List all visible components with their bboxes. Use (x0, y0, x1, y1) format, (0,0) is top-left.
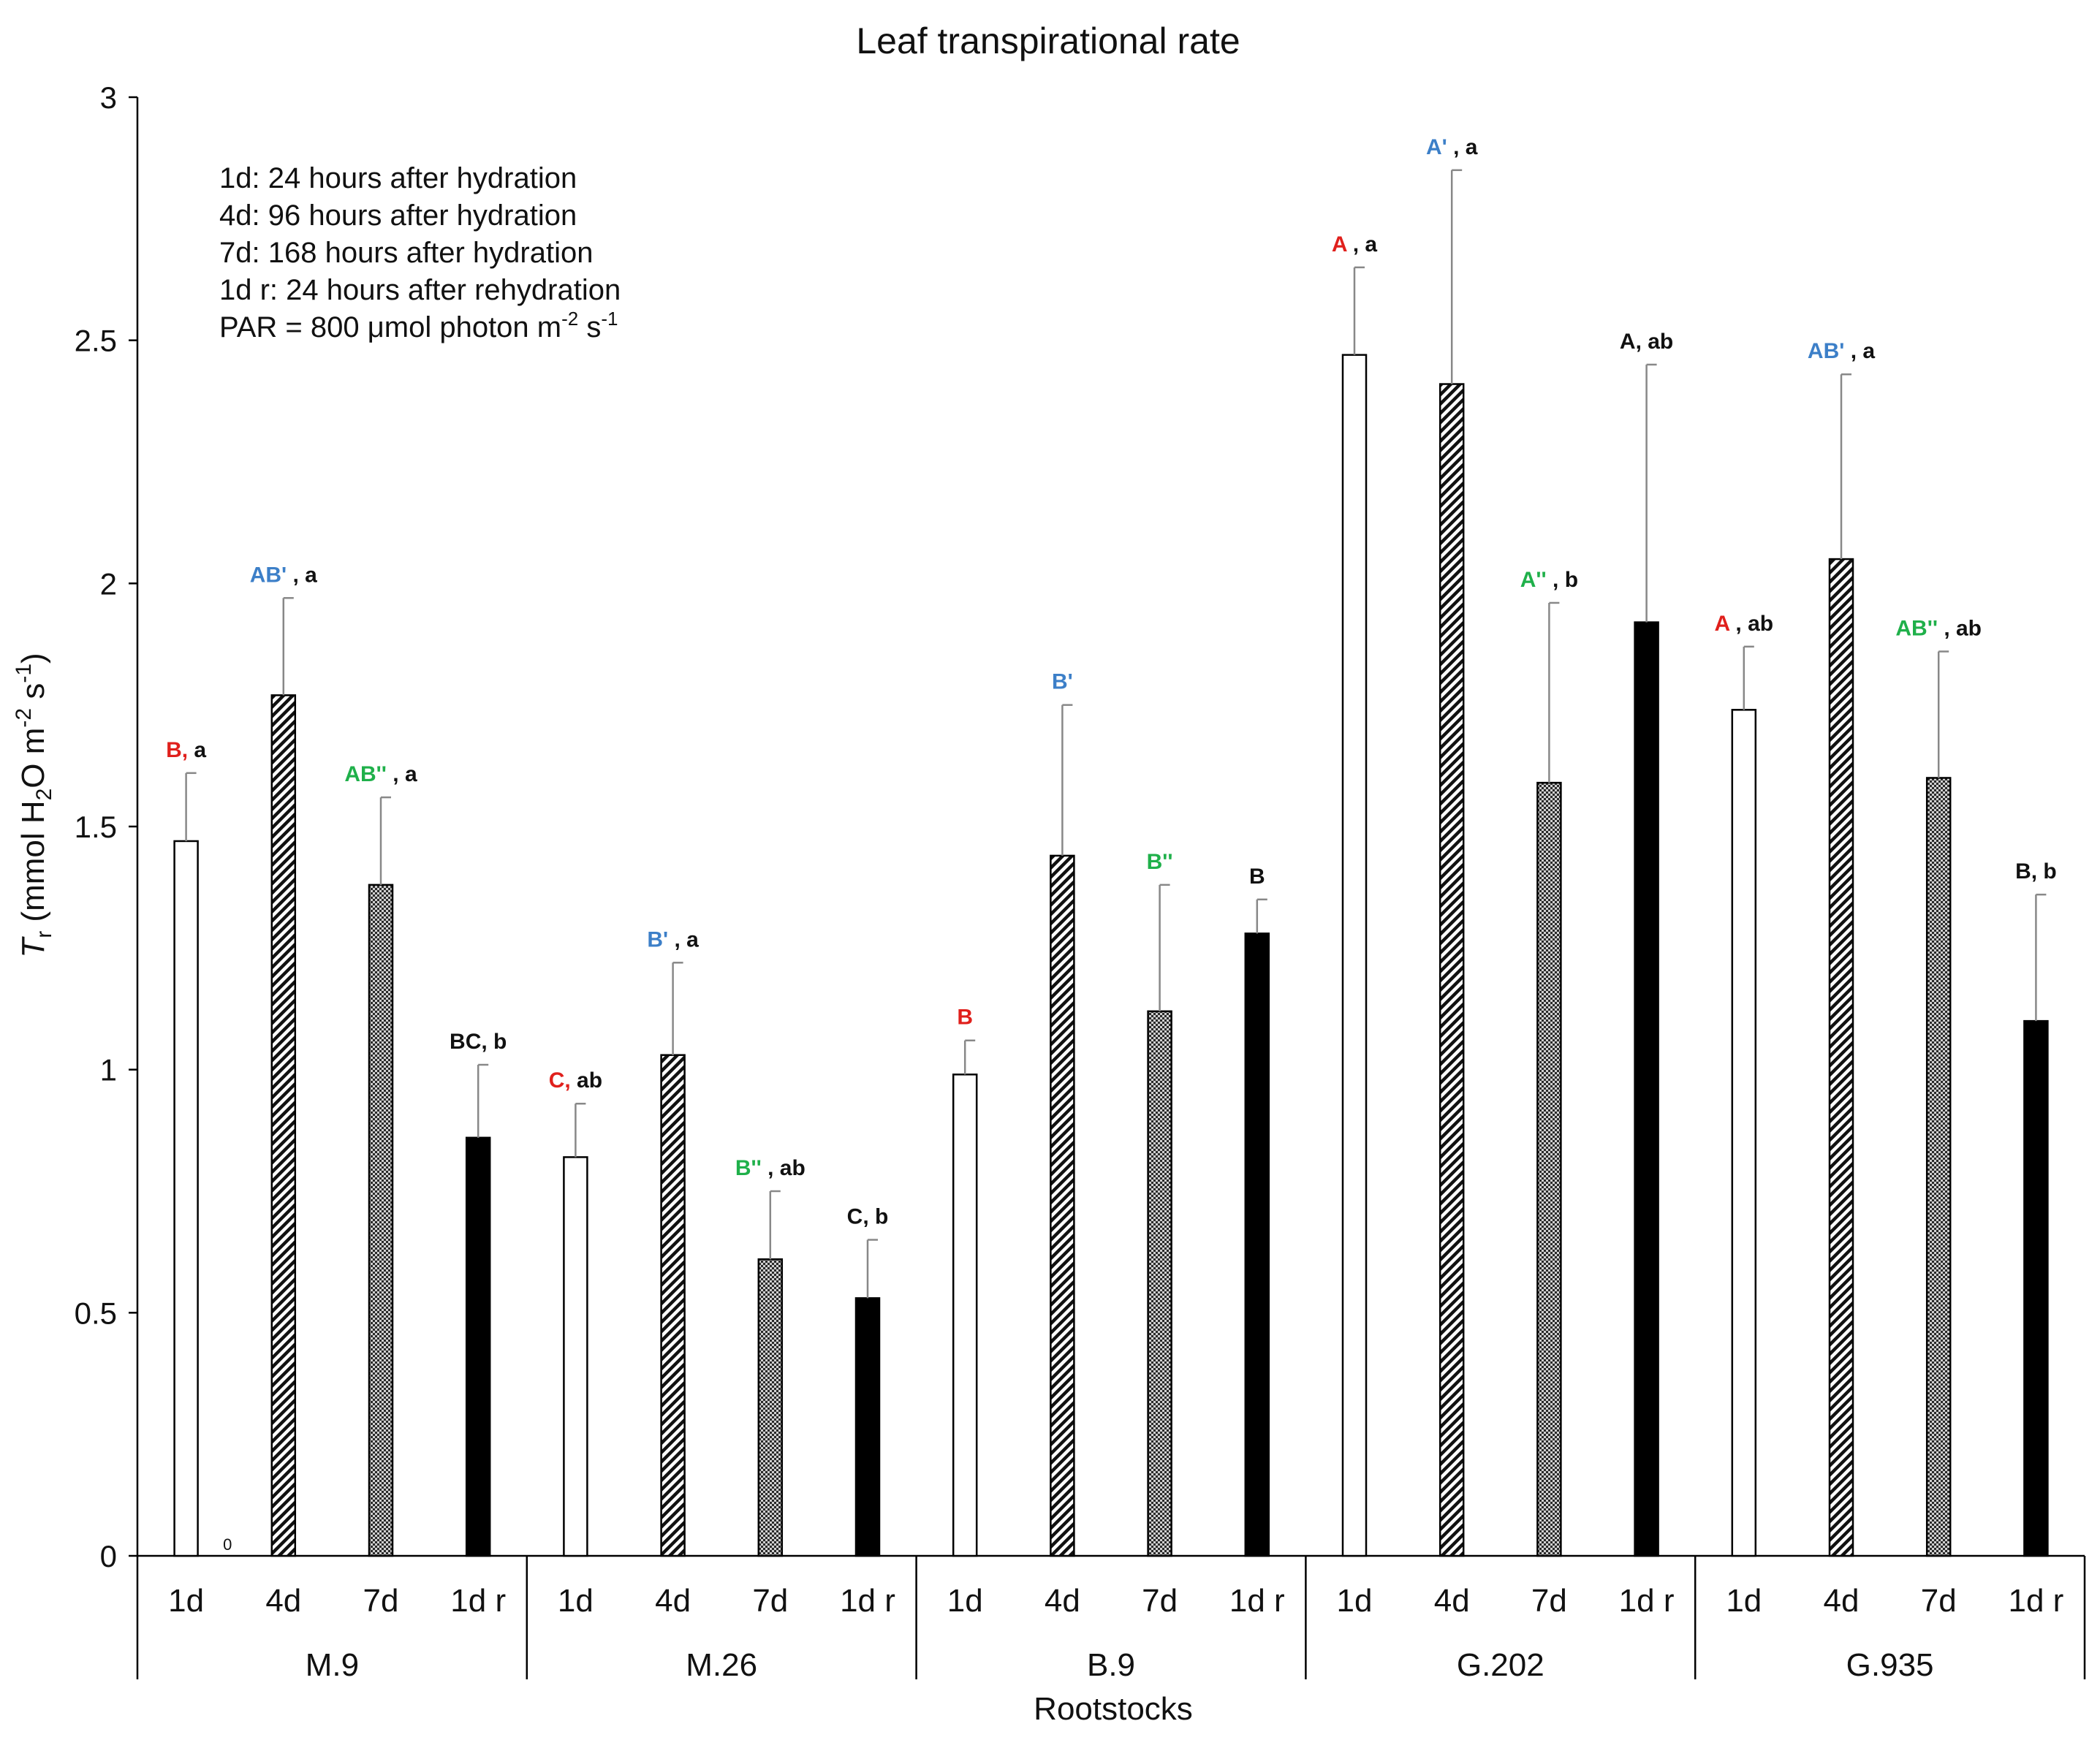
x-tick-label: 1d (947, 1583, 983, 1619)
significance-label: B (1249, 865, 1265, 889)
bar-m9-7d (368, 884, 394, 1557)
x-tick-label: 4d (1434, 1583, 1470, 1619)
y-axis-title: Tr (mmol H2O m-2 s-1) (12, 653, 56, 957)
bar-m9-1dr (465, 1136, 491, 1557)
x-tick-label: 7d (1142, 1583, 1178, 1619)
significance-label: C, b (847, 1205, 889, 1229)
x-axis-title: Rootstocks (1034, 1691, 1193, 1727)
x-labels: 1d 4d 7d 1d r M.9 1d 4d 7d 1d r M.26 1d 4d 7d 1d r B.9… (168, 1583, 2063, 1683)
legend-line: 4d: 96 hours after hydration (219, 200, 577, 232)
significance-label: BC, b (450, 1030, 507, 1054)
y-tick-label: 0.5 (75, 1296, 117, 1330)
significance-label: A'' , b (1520, 568, 1578, 592)
bar-g935-7d (1925, 777, 1952, 1557)
y-ticks: 0 0.5 1 1.5 2 2.5 3 (75, 80, 137, 1573)
significance-label: A , ab (1715, 612, 1774, 636)
significance-label: B, b (2015, 859, 2057, 884)
significance-label: B' , a (647, 927, 699, 951)
bar-m9-4d (270, 694, 297, 1557)
x-tick-label: 7d (1531, 1583, 1567, 1619)
x-tick-label: 4d (655, 1583, 691, 1619)
bar-g202-7d (1536, 781, 1562, 1557)
significance-label: B'' , ab (735, 1156, 805, 1180)
significance-label: AB' , a (250, 563, 317, 587)
bar-m26-4d (660, 1054, 686, 1557)
significance-label: AB'' , ab (1895, 616, 1982, 640)
group-label: G.202 (1457, 1647, 1544, 1683)
y-tick-label: 0 (100, 1539, 117, 1573)
bar-b9-1dr (1244, 932, 1270, 1557)
bar-m26-1d (563, 1156, 588, 1557)
significance-label: AB'' , a (344, 762, 417, 786)
significance-label: B, a (166, 738, 206, 762)
x-tick-label: 1d r (1619, 1583, 1675, 1619)
y-tick-label: 2 (100, 566, 117, 601)
significance-label: A' , a (1426, 135, 1478, 159)
significance-label: B'' (1147, 850, 1173, 874)
y-tick-label: 2.5 (75, 324, 117, 358)
bar-b9-4d (1050, 854, 1075, 1557)
significance-label: B' (1052, 670, 1073, 694)
bar-g935-1dr (2023, 1019, 2049, 1557)
bar-m26-1dr (854, 1297, 881, 1557)
legend-note: 1d: 24 hours after hydration 4d: 96 hour… (219, 162, 621, 343)
x-tick-label: 1d (1726, 1583, 1762, 1619)
y-tick-label: 1 (100, 1053, 117, 1087)
x-tick-label: 1d r (450, 1583, 506, 1619)
x-tick-label: 1d r (1229, 1583, 1285, 1619)
x-tick-label: 4d (1824, 1583, 1860, 1619)
bar-m26-7d (757, 1258, 784, 1557)
bar-b9-1d (952, 1074, 978, 1557)
significance-label: B (957, 1006, 973, 1030)
x-tick-label: 1d r (840, 1583, 895, 1619)
bar-m9-1d (173, 840, 199, 1557)
x-tick-label: 4d (1045, 1583, 1080, 1619)
bar-g202-1dr (1634, 621, 1659, 1557)
y-tick-label: 1.5 (75, 810, 117, 844)
x-tick-label: 1d r (2008, 1583, 2063, 1619)
bar-g935-1d (1731, 709, 1757, 1557)
bar-g202-1d (1341, 354, 1368, 1557)
chart-title: Leaf transpirational rate (856, 20, 1240, 61)
bar-b9-7d (1147, 1010, 1172, 1557)
svg-text:Tr (mmol H2O m-2 s-1): Tr (mmol H2O m-2 s-1) (12, 653, 56, 957)
group-label: M.26 (686, 1647, 757, 1683)
x-tick-label: 7d (752, 1583, 788, 1619)
bar-g935-4d (1828, 558, 1854, 1557)
group-label: B.9 (1087, 1647, 1135, 1683)
x-tick-label: 7d (363, 1583, 399, 1619)
legend-line: 1d: 24 hours after hydration (219, 162, 577, 194)
legend-line: 7d: 168 hours after hydration (219, 237, 593, 269)
bar-g202-4d (1438, 383, 1465, 1557)
significance-label: A, ab (1620, 330, 1673, 354)
x-tick-label: 7d (1921, 1583, 1957, 1619)
significance-label: AB' , a (1808, 339, 1875, 363)
x-tick-label: 1d (1337, 1583, 1373, 1619)
x-tick-label: 1d (558, 1583, 594, 1619)
significance-label: A , a (1332, 232, 1378, 257)
y-tick-label: 3 (100, 80, 117, 115)
group-label: M.9 (306, 1647, 359, 1683)
bars: B, aAB' , aAB'' , aBC, bC, abB' , aB'' ,… (166, 135, 2057, 1557)
significance-label: C, ab (549, 1068, 602, 1093)
x-tick-label: 4d (265, 1583, 301, 1619)
zero-marker: 0 (223, 1535, 232, 1554)
legend-line: 1d r: 24 hours after rehydration (219, 274, 621, 306)
x-tick-label: 1d (168, 1583, 204, 1619)
group-label: G.935 (1846, 1647, 1934, 1683)
legend-par: PAR = 800 μmol photon m-2 s-1 (219, 308, 618, 343)
